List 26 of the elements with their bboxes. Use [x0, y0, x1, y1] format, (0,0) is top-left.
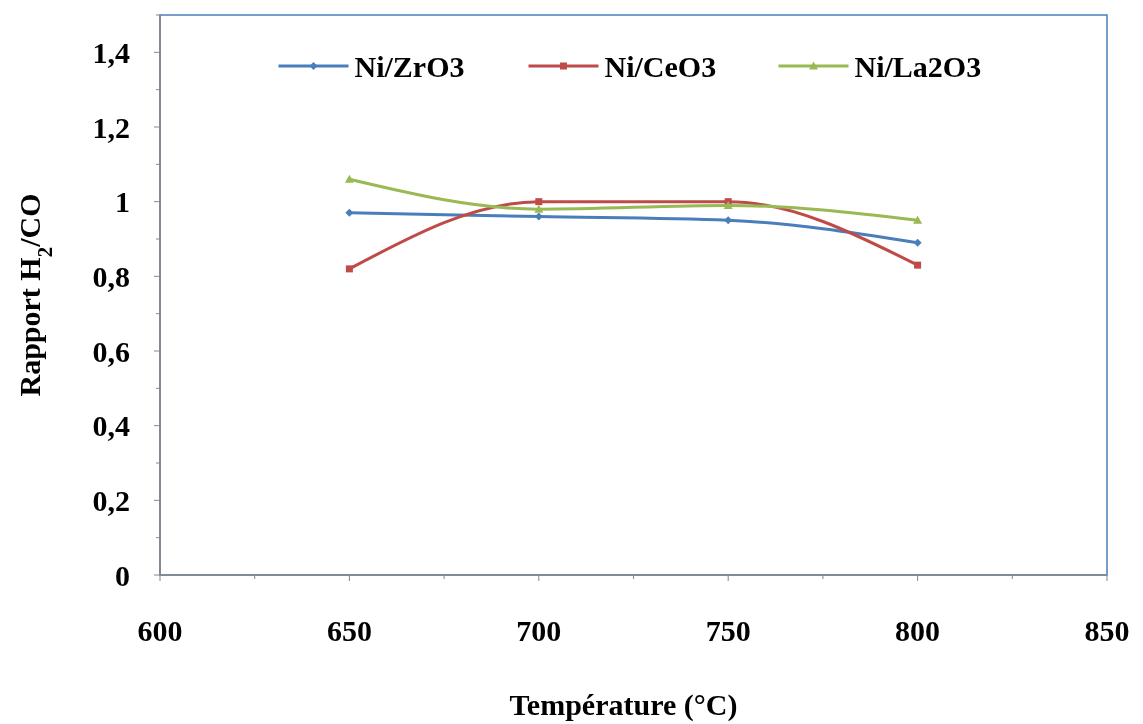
y-tick-label: 1,2	[92, 110, 130, 144]
y-tick-label: 1	[115, 185, 130, 219]
x-tick-label: 850	[1084, 614, 1130, 647]
point	[913, 215, 923, 224]
legend-label: Ni/ZrO3	[354, 49, 465, 83]
point	[345, 265, 353, 273]
y-tick-label: 1,4	[92, 35, 130, 69]
y-tick-label: 0,6	[92, 334, 130, 368]
x-tick-label: 750	[705, 614, 751, 647]
x-tick-label: 650	[326, 614, 372, 647]
y-tick-label: 0	[115, 558, 130, 592]
point	[913, 238, 922, 247]
legend-label: Ni/CeO3	[604, 49, 717, 83]
y-tick-label: 0,8	[92, 259, 130, 293]
x-axis-title: Température (°C)	[509, 688, 738, 722]
point	[914, 261, 922, 269]
y-tick-label: 0,4	[92, 409, 130, 443]
legend-label: Ni/La2O3	[854, 49, 982, 83]
point	[344, 174, 354, 183]
y-tick-label: 0,2	[92, 483, 130, 517]
x-tick-label: 600	[137, 614, 183, 647]
point	[345, 208, 354, 217]
point	[534, 204, 544, 213]
point	[535, 198, 543, 206]
x-tick-label: 800	[895, 614, 941, 647]
x-tick-label: 700	[516, 614, 562, 647]
